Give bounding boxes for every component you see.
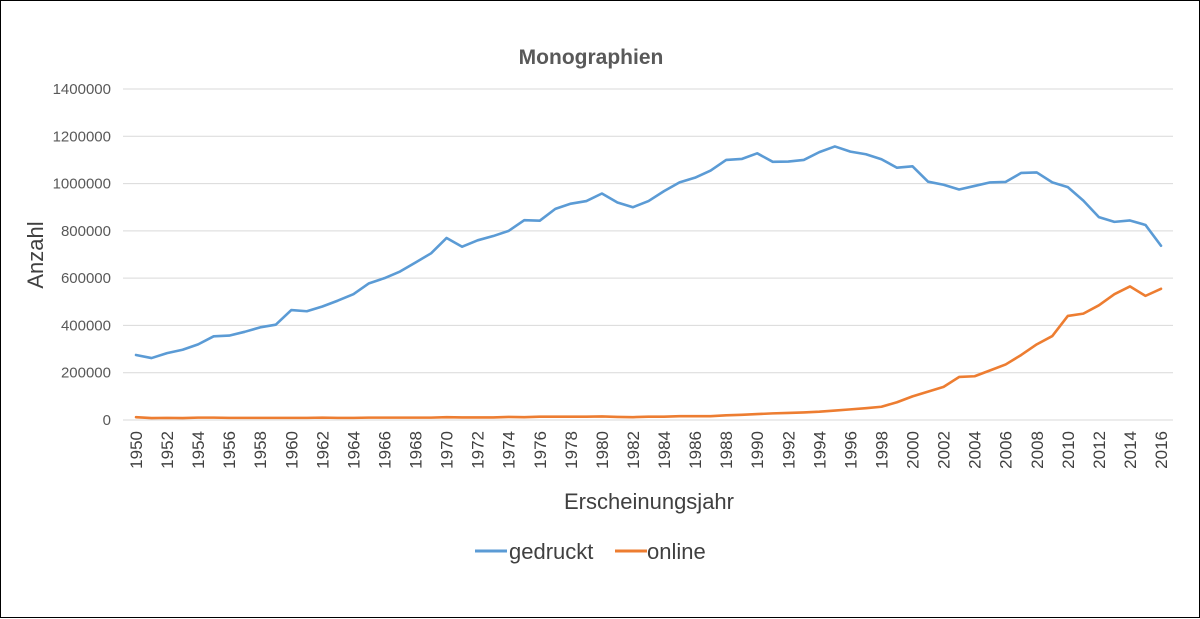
x-tick-label: 1968 [407, 431, 426, 469]
y-tick-label: 1400000 [53, 81, 111, 98]
x-tick-label: 2008 [1028, 431, 1047, 469]
x-tick-label: 1962 [313, 431, 332, 469]
series-line-online [134, 285, 1163, 420]
y-tick-label: 600000 [61, 270, 111, 287]
x-tick-label: 1970 [438, 431, 457, 469]
legend-label-gedruckt: gedruckt [509, 539, 593, 564]
x-tick-label: 1980 [593, 431, 612, 469]
x-tick-label: 2002 [935, 431, 954, 469]
grid-lines [123, 88, 1173, 421]
series-lines [134, 145, 1163, 420]
x-tick-label: 1986 [686, 431, 705, 469]
x-tick-label: 1992 [779, 431, 798, 469]
x-tick-label: 1952 [158, 431, 177, 469]
x-tick-label: 1976 [531, 431, 550, 469]
x-axis-title: Erscheinungsjahr [564, 489, 734, 514]
x-tick-label: 1998 [872, 431, 891, 469]
y-tick-label: 400000 [61, 317, 111, 334]
y-tick-label: 1000000 [53, 176, 111, 193]
y-tick-label: 800000 [61, 223, 111, 240]
x-tick-label: 1994 [810, 431, 829, 469]
legend: gedruckt online [475, 539, 706, 564]
x-axis-ticks: 1950 1952 1954 1956 1958 1960 1962 1964 1966 1968… [127, 431, 1171, 469]
legend-label-online: online [647, 539, 706, 564]
x-tick-label: 2012 [1090, 431, 1109, 469]
x-tick-label: 1982 [624, 431, 643, 469]
y-tick-label: 0 [103, 412, 111, 429]
x-tick-label: 1990 [748, 431, 767, 469]
series-line-gedruckt [134, 145, 1163, 360]
y-tick-label: 1200000 [53, 128, 111, 145]
x-tick-label: 1964 [344, 431, 363, 469]
x-tick-label: 1978 [562, 431, 581, 469]
x-tick-label: 1966 [375, 431, 394, 469]
y-axis-ticks: 0 200000 400000 600000 800000 1000000 1200000 1… [53, 81, 111, 429]
chart-title: Monographien [519, 46, 664, 69]
x-tick-label: 1988 [717, 431, 736, 469]
x-tick-label: 1974 [500, 431, 519, 469]
x-tick-label: 2010 [1059, 431, 1078, 469]
x-tick-label: 1956 [220, 431, 239, 469]
y-axis-title: Anzahl [23, 221, 48, 288]
y-tick-label: 200000 [61, 365, 111, 382]
x-tick-label: 2004 [966, 431, 985, 469]
x-tick-label: 1950 [127, 431, 146, 469]
x-tick-label: 2000 [904, 431, 923, 469]
x-tick-label: 1984 [655, 431, 674, 469]
x-tick-label: 1954 [189, 431, 208, 469]
x-tick-label: 1958 [251, 431, 270, 469]
x-tick-label: 2006 [997, 431, 1016, 469]
x-tick-label: 1960 [282, 431, 301, 469]
x-tick-label: 1996 [841, 431, 860, 469]
x-tick-label: 1972 [469, 431, 488, 469]
x-tick-label: 2014 [1121, 431, 1140, 469]
x-tick-label: 2016 [1152, 431, 1171, 469]
